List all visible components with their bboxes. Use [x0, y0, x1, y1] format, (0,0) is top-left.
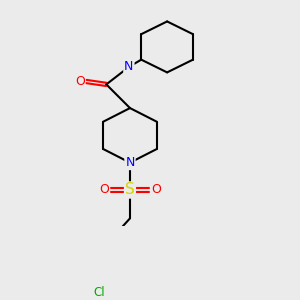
Text: Cl: Cl	[93, 286, 105, 299]
Text: S: S	[125, 182, 135, 197]
Text: N: N	[124, 60, 134, 74]
Text: N: N	[125, 156, 135, 169]
Text: O: O	[99, 184, 109, 196]
Text: O: O	[75, 75, 85, 88]
Text: O: O	[151, 184, 161, 196]
